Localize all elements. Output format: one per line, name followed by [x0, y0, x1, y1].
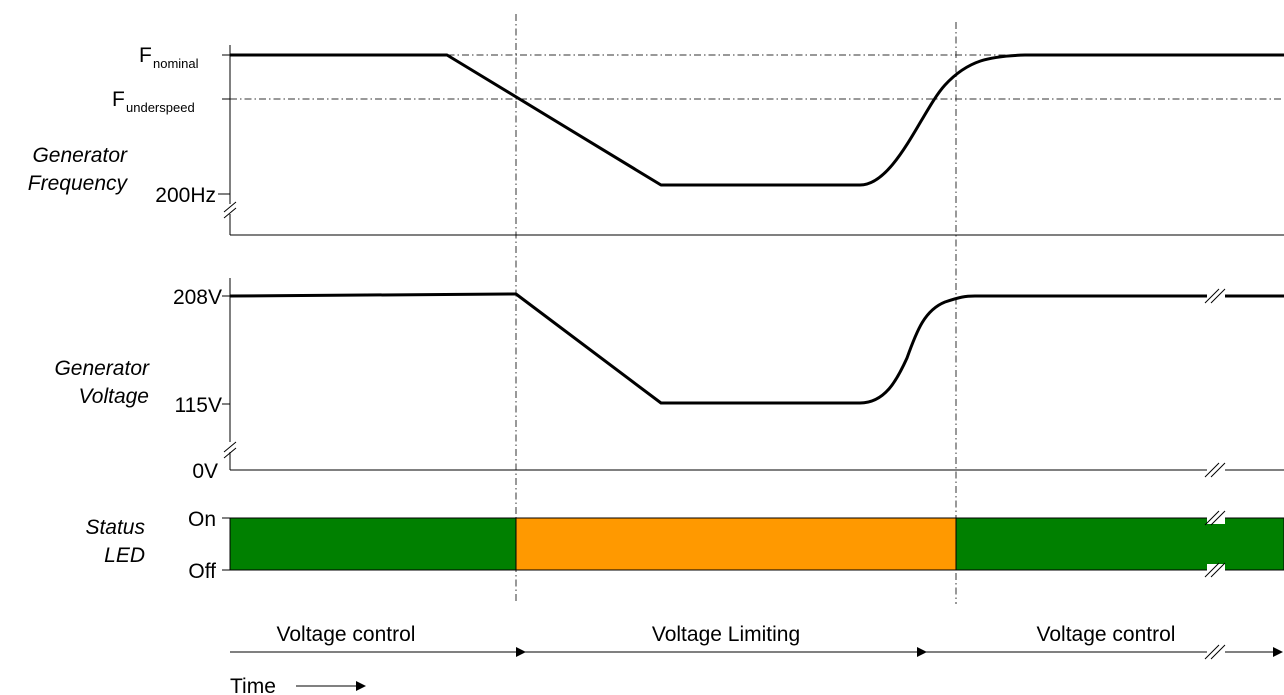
time-axis-indicator: Time: [230, 675, 366, 695]
voltage-panel: Generator Voltage 208V 115V 0V: [54, 278, 1284, 483]
axis-break-mark: [1204, 562, 1226, 578]
phase-label: Voltage control: [277, 623, 416, 646]
axis-break-mark: [1204, 462, 1226, 478]
voltage-curve: [229, 292, 1284, 405]
led-segment-green: [229, 517, 517, 571]
axis-break-mark: [1204, 510, 1226, 526]
voltage-label-line2: Voltage: [79, 385, 149, 408]
axis-break-mark: [223, 201, 237, 219]
tick-label-0v: 0V: [192, 460, 218, 483]
tick-label-200hz: 200Hz: [155, 184, 216, 207]
phase-label: Voltage Limiting: [652, 623, 800, 646]
time-label: Time: [230, 675, 276, 695]
status-label-line1: Status: [85, 516, 145, 539]
status-led-panel: Status LED On Off: [85, 508, 1284, 583]
frequency-panel: Generator Frequency F nominal F underspe…: [28, 44, 1284, 236]
axis-break-mark: [1204, 288, 1226, 304]
voltage-label-line1: Generator: [54, 357, 150, 380]
tick-label-208v: 208V: [173, 286, 222, 309]
led-segment-green: [955, 517, 1284, 571]
tick-label-on: On: [188, 508, 216, 531]
led-segment-orange: [515, 517, 957, 571]
f-underspeed-subscript: underspeed: [126, 100, 195, 115]
f-nominal-symbol: F: [139, 44, 152, 67]
f-underspeed-symbol: F: [112, 88, 125, 111]
status-label-line2: LED: [104, 544, 145, 567]
phase-timeline: Voltage control Voltage Limiting Voltage…: [230, 623, 1283, 660]
axis-break-mark: [223, 441, 237, 459]
tick-label-off: Off: [188, 560, 216, 583]
tick-label-115v: 115V: [175, 394, 223, 417]
frequency-label-line2: Frequency: [28, 172, 129, 195]
axis-break-mark: [1204, 644, 1226, 660]
phase-label: Voltage control: [1037, 623, 1176, 646]
frequency-curve: [230, 53, 1284, 187]
frequency-label-line1: Generator: [32, 144, 128, 167]
f-nominal-subscript: nominal: [153, 56, 199, 71]
